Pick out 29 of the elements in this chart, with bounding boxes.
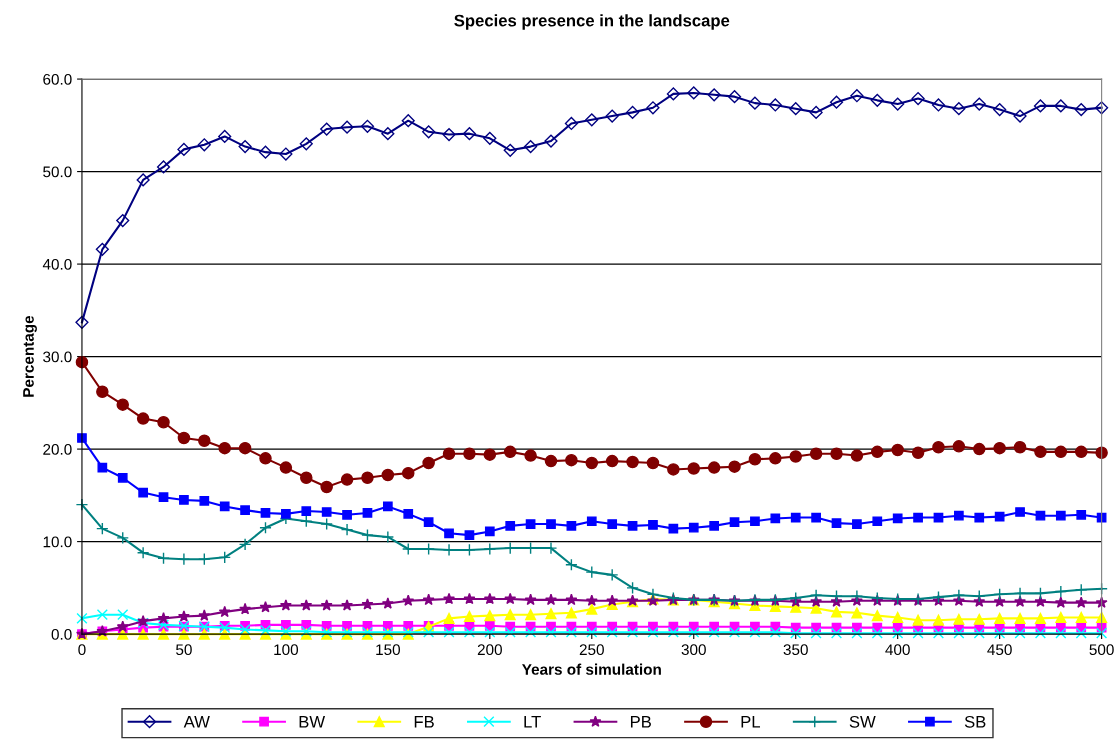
y-tick-label: 40.0 <box>42 258 72 270</box>
y-tick-label: 10.0 <box>43 536 72 548</box>
y-tick-label: 30.0 <box>43 351 72 363</box>
x-tick-label: 150 <box>376 644 400 656</box>
y-tick-label: 60.0 <box>43 73 72 85</box>
legend-label: SB <box>964 715 986 728</box>
legend-label: PB <box>630 716 651 728</box>
y-tick-label: 50.0 <box>43 166 72 178</box>
x-tick-label: 450 <box>987 644 1012 656</box>
y-axis-title: Percentage <box>23 315 37 397</box>
legend-label: SW <box>849 715 876 728</box>
legend-label: FB <box>414 716 434 728</box>
legend-label: BW <box>299 716 326 728</box>
x-tick-label: 250 <box>579 644 604 656</box>
x-tick-label: 350 <box>783 644 808 656</box>
legend-label: AW <box>183 716 210 728</box>
x-tick-label: 100 <box>274 644 299 656</box>
legend-label: PL <box>741 716 761 728</box>
x-tick-label: 50 <box>176 644 192 656</box>
x-tick-label: 400 <box>885 644 910 656</box>
x-axis-title: Years of simulation <box>522 663 661 675</box>
y-tick-label: 0.0 <box>51 628 72 640</box>
chart-title: Species presence in the landscape <box>454 14 730 30</box>
x-tick-label: 300 <box>681 644 706 656</box>
y-tick-label: 20.0 <box>43 443 72 455</box>
x-tick-label: 200 <box>477 644 502 656</box>
x-tick-label: 0 <box>78 644 86 656</box>
legend-label: LT <box>524 716 541 728</box>
x-tick-label: 500 <box>1089 644 1114 656</box>
